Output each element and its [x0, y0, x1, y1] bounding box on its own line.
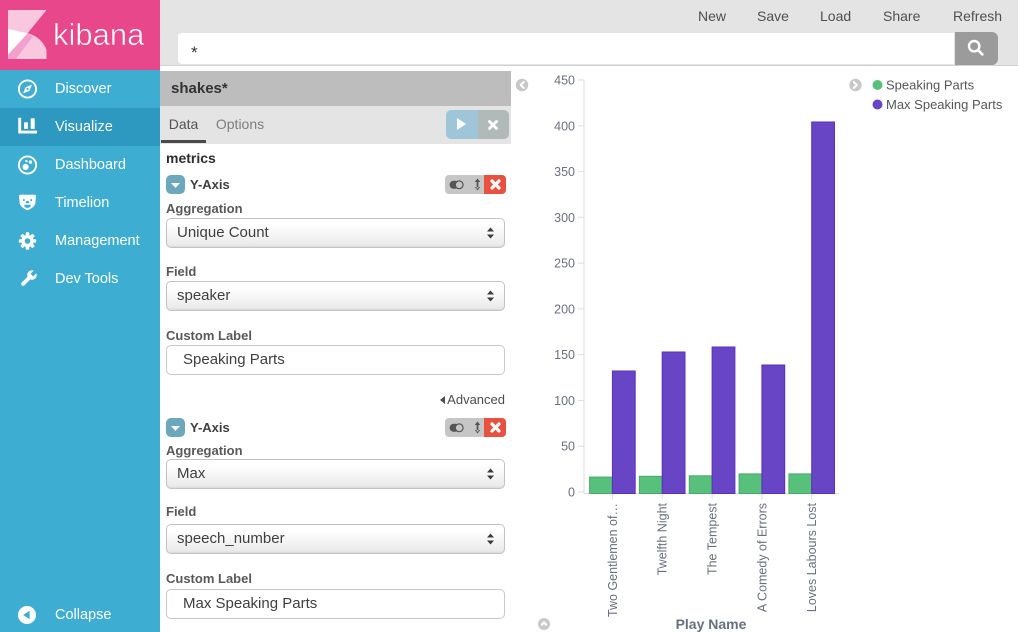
- svg-text:0: 0: [568, 486, 575, 500]
- svg-text:400: 400: [554, 119, 575, 133]
- svg-text:300: 300: [554, 211, 575, 225]
- svg-text:Max Speaking Parts: Max Speaking Parts: [886, 97, 1003, 112]
- svg-text:A Comedy of Errors: A Comedy of Errors: [755, 503, 769, 612]
- svg-text:Twelfth Night: Twelfth Night: [656, 502, 670, 575]
- svg-text:Play Name: Play Name: [676, 616, 747, 632]
- svg-text:Two Gentlemen of…: Two Gentlemen of…: [606, 503, 620, 617]
- svg-text:100: 100: [554, 394, 575, 408]
- svg-text:250: 250: [554, 257, 575, 271]
- svg-text:50: 50: [561, 440, 575, 454]
- svg-text:Speaking Parts: Speaking Parts: [886, 78, 975, 93]
- svg-text:350: 350: [554, 165, 575, 179]
- svg-text:Loves Labours Lost: Loves Labours Lost: [805, 502, 819, 612]
- svg-text:The Tempest: The Tempest: [705, 502, 719, 575]
- svg-text:450: 450: [554, 74, 575, 88]
- svg-text:200: 200: [554, 302, 575, 316]
- svg-text:150: 150: [554, 348, 575, 362]
